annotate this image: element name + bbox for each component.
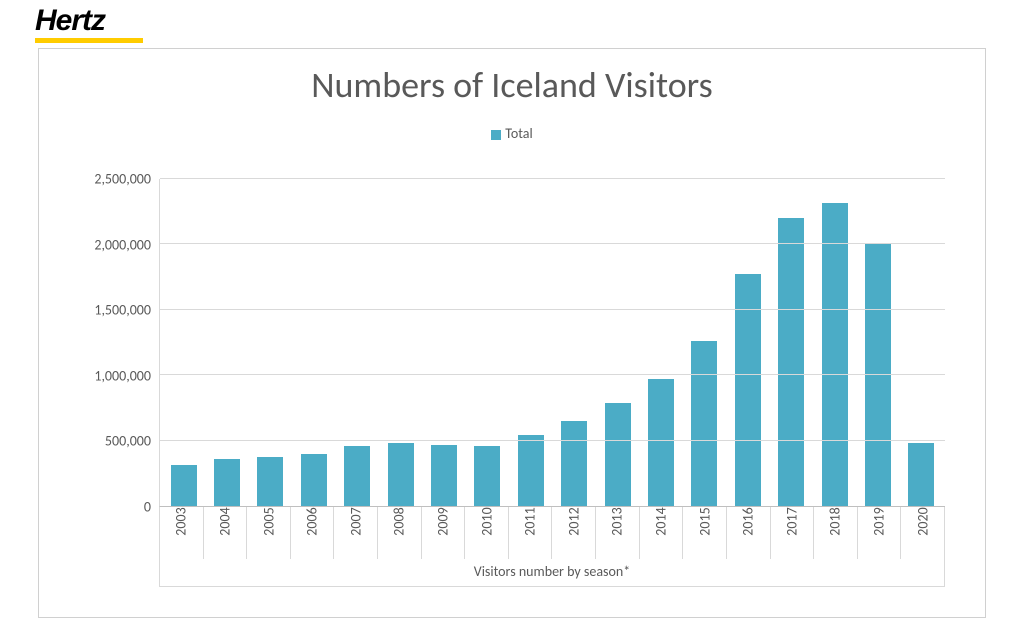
- x-tick-label: 2019: [871, 502, 888, 542]
- x-tick: 2006: [291, 507, 335, 559]
- bar-slot: [596, 179, 639, 506]
- gridline: [160, 243, 945, 244]
- x-tick-label: 2011: [522, 502, 539, 542]
- bar-slot: [639, 179, 682, 506]
- bar: [431, 445, 457, 506]
- x-tick-label: 2020: [914, 502, 931, 542]
- bar: [822, 203, 848, 506]
- x-tick: 2013: [596, 507, 640, 559]
- x-tick-label: 2018: [827, 502, 844, 542]
- gridline: [160, 178, 945, 179]
- bar: [344, 446, 370, 506]
- chart-title: Numbers of Iceland Visitors: [39, 63, 985, 107]
- x-tick-label: 2012: [565, 502, 582, 542]
- bar: [518, 435, 544, 506]
- bar: [301, 454, 327, 506]
- bar-slot: [422, 179, 465, 506]
- x-axis-title: Visitors number by season*: [159, 559, 945, 587]
- x-tick: 2015: [683, 507, 727, 559]
- x-tick-label: 2016: [740, 502, 757, 542]
- bar-slot: [336, 179, 379, 506]
- bar-slot: [726, 179, 769, 506]
- x-tick: 2010: [465, 507, 509, 559]
- x-tick: 2014: [640, 507, 684, 559]
- x-tick: 2005: [247, 507, 291, 559]
- x-tick-label: 2010: [478, 502, 495, 542]
- bar: [691, 341, 717, 506]
- bar-slot: [769, 179, 812, 506]
- y-tick-label: 1,000,000: [79, 367, 151, 384]
- bars-container: [160, 179, 945, 506]
- x-tick: 2020: [901, 507, 945, 559]
- bar: [865, 244, 891, 506]
- x-tick: 2016: [727, 507, 771, 559]
- x-tick: 2008: [378, 507, 422, 559]
- logo-underline: [35, 38, 143, 43]
- bar-slot: [292, 179, 335, 506]
- x-tick: 2012: [552, 507, 596, 559]
- bar-slot: [162, 179, 205, 506]
- bar-slot: [509, 179, 552, 506]
- x-labels-row: 2003200420052006200720082009201020112012…: [159, 507, 945, 559]
- bar: [605, 403, 631, 506]
- bar: [561, 421, 587, 506]
- x-axis: 2003200420052006200720082009201020112012…: [159, 507, 945, 587]
- bar: [474, 446, 500, 506]
- x-tick: 2003: [160, 507, 204, 559]
- x-tick-label: 2007: [347, 502, 364, 542]
- x-tick-label: 2009: [434, 502, 451, 542]
- bar: [648, 379, 674, 506]
- plot-area: [159, 179, 945, 507]
- x-tick: 2007: [334, 507, 378, 559]
- legend-label: Total: [505, 125, 532, 142]
- x-tick-label: 2013: [609, 502, 626, 542]
- bar: [214, 459, 240, 506]
- bar-slot: [553, 179, 596, 506]
- x-tick-label: 2004: [216, 502, 233, 542]
- bar-slot: [813, 179, 856, 506]
- x-tick-label: 2005: [260, 502, 277, 542]
- bar-slot: [856, 179, 899, 506]
- legend-swatch: [491, 130, 501, 140]
- chart-legend: Total: [39, 125, 985, 142]
- x-tick: 2018: [814, 507, 858, 559]
- y-tick-label: 2,500,000: [79, 171, 151, 188]
- x-tick: 2011: [509, 507, 553, 559]
- x-tick-label: 2008: [391, 502, 408, 542]
- bar-slot: [205, 179, 248, 506]
- y-tick-label: 500,000: [79, 433, 151, 450]
- plot-wrap: 0500,0001,000,0001,500,0002,000,0002,500…: [79, 179, 945, 587]
- y-axis: 0500,0001,000,0001,500,0002,000,0002,500…: [79, 179, 159, 507]
- bar: [908, 443, 934, 506]
- x-tick-label: 2006: [304, 502, 321, 542]
- y-tick-label: 1,500,000: [79, 302, 151, 319]
- x-tick-label: 2017: [783, 502, 800, 542]
- x-tick-label: 2003: [173, 502, 190, 542]
- x-tick: 2019: [858, 507, 902, 559]
- chart-container: Numbers of Iceland Visitors Total 0 500,0…: [38, 48, 986, 618]
- bar: [388, 443, 414, 506]
- x-tick: 2004: [204, 507, 248, 559]
- bar: [171, 465, 197, 506]
- gridline: [160, 374, 945, 375]
- bar-slot: [466, 179, 509, 506]
- bar-slot: [683, 179, 726, 506]
- bar-slot: [900, 179, 943, 506]
- gridline: [160, 309, 945, 310]
- x-tick: 2009: [422, 507, 466, 559]
- x-tick-label: 2015: [696, 502, 713, 542]
- bar: [257, 457, 283, 506]
- y-tick-label: 2,000,000: [79, 236, 151, 253]
- y-tick-label: 0: [79, 499, 151, 516]
- bar-slot: [379, 179, 422, 506]
- x-tick-label: 2014: [653, 502, 670, 542]
- gridline: [160, 440, 945, 441]
- hertz-logo: Hertz: [35, 6, 155, 43]
- bar-slot: [249, 179, 292, 506]
- bar: [778, 218, 804, 506]
- x-tick: 2017: [771, 507, 815, 559]
- logo-text: Hertz: [35, 6, 155, 36]
